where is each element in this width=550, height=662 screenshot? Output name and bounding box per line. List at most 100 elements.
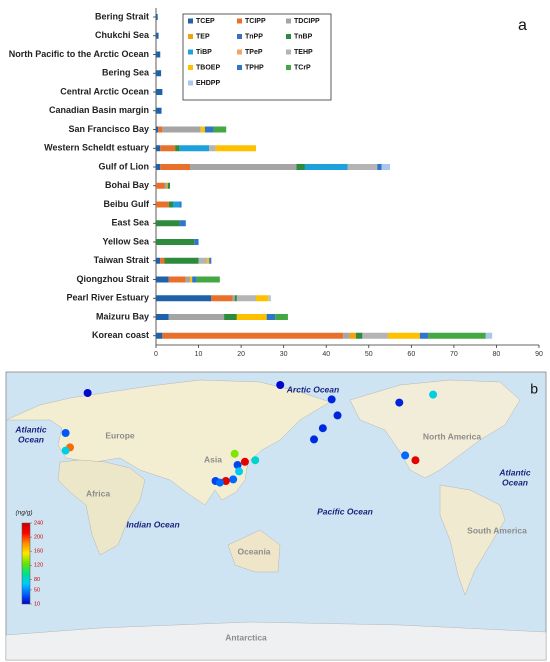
bar-segment [362,332,388,339]
bar-segment [349,332,357,339]
bar-segment [224,314,237,320]
legend-label: TPeP [245,49,263,56]
legend-label: TiBP [196,49,212,56]
sample-site [61,429,70,437]
legend-swatch [237,18,242,24]
legend-box [182,13,332,101]
ocean-label: Indian Ocean [126,519,179,529]
y-tick-label: Qiongzhou Strait [77,274,150,284]
colorbar-tick-label: 80 [34,577,40,583]
africa [57,459,146,556]
sample-site [61,446,70,455]
sample-site [401,451,410,460]
bar-segment [343,332,350,339]
bar-segment [209,145,216,152]
bar-segment [185,276,191,283]
y-tick-label: Korean coast [92,330,149,340]
legend-swatch [237,49,242,55]
legend-label: TCrP [294,64,311,71]
y-tick-label: Canadian Basin margin [49,105,149,115]
panel-label: a [518,17,527,34]
legend-swatch [188,34,193,39]
bar-segment [234,295,237,302]
bar-segment [158,126,163,133]
continent-label: South America [467,525,527,535]
y-tick-label: North Pacific to the Arctic Ocean [9,49,149,59]
sample-site [83,389,92,397]
sample-site [327,395,336,404]
colorbar-label: (ng/g) [16,510,33,517]
sample-site [411,456,420,465]
bar-segment [209,257,212,264]
bar-segment [156,32,159,39]
bar-segment [156,276,169,283]
y-tick-label: San Francisco Bay [68,124,149,134]
bar-segment [200,126,205,133]
bar-segment [419,332,429,339]
north-america [349,379,521,479]
legend-label: TEHP [294,49,313,56]
sample-site [395,398,404,407]
sample-site [429,390,438,399]
bar-segment [256,295,269,302]
bar-segment [207,257,210,264]
legend-label: TDCIPP [294,18,320,25]
y-tick-label: Western Scheldt estuary [44,143,149,153]
bar-segment [164,182,167,189]
sample-site [251,456,260,465]
bar-segment [198,257,208,264]
legend-swatch [188,49,193,55]
sample-site [333,411,342,420]
oceania [227,529,281,573]
sample-site [318,424,327,433]
sample-site [230,449,239,458]
y-tick-label: Taiwan Strait [94,255,149,265]
continent-label: North America [423,431,482,441]
bar-segment [175,145,180,152]
colorbar-tick-label: 10 [34,601,40,607]
bar-segment [162,332,344,339]
x-tick-label: 60 [407,351,415,358]
legend-swatch [286,34,291,39]
bar-segment [156,182,165,189]
legend-label: TCEP [196,18,215,25]
legend-swatch [188,18,193,24]
continent-label: Europe [105,430,135,440]
panel-label: b [530,381,538,397]
legend-label: TCIPP [245,18,266,25]
bar-segment [194,239,199,245]
x-tick-label: 90 [535,351,543,358]
bar-segment [156,145,161,152]
bar-segment [162,126,201,133]
bar-segment [179,201,182,208]
ocean-label: Pacific Ocean [317,506,373,516]
bar-segment [156,70,162,77]
legend-label: TnBP [294,33,313,40]
colorbar-tick-label: 120 [34,563,43,569]
x-tick-label: 30 [280,351,288,358]
x-tick-label: 40 [322,351,330,358]
y-tick-label: Beibu Gulf [104,199,150,209]
y-tick-label: Pearl River Estuary [66,293,149,303]
ocean-label: Atlantic [14,424,46,434]
bar-segment [156,89,163,95]
bar-segment [156,314,169,320]
y-tick-label: Bering Strait [95,11,149,21]
sample-site [235,467,244,476]
bar-segment [168,276,186,283]
continent-label: Africa [86,488,110,498]
bar-segment [179,220,186,227]
continent-label: Oceania [237,546,270,556]
bar-segment [236,314,267,320]
bar-segment [190,276,193,283]
bar-segment [156,164,161,170]
sample-site [310,435,319,444]
y-tick-label: Maizuru Bay [96,311,149,321]
legend-swatch [286,65,291,70]
bar-segment [347,164,378,170]
bar-segment [156,14,158,20]
legend-swatch [237,34,242,39]
bar-segment [296,164,305,170]
legend-label: TPHP [245,64,264,71]
bar-segment [213,126,227,133]
